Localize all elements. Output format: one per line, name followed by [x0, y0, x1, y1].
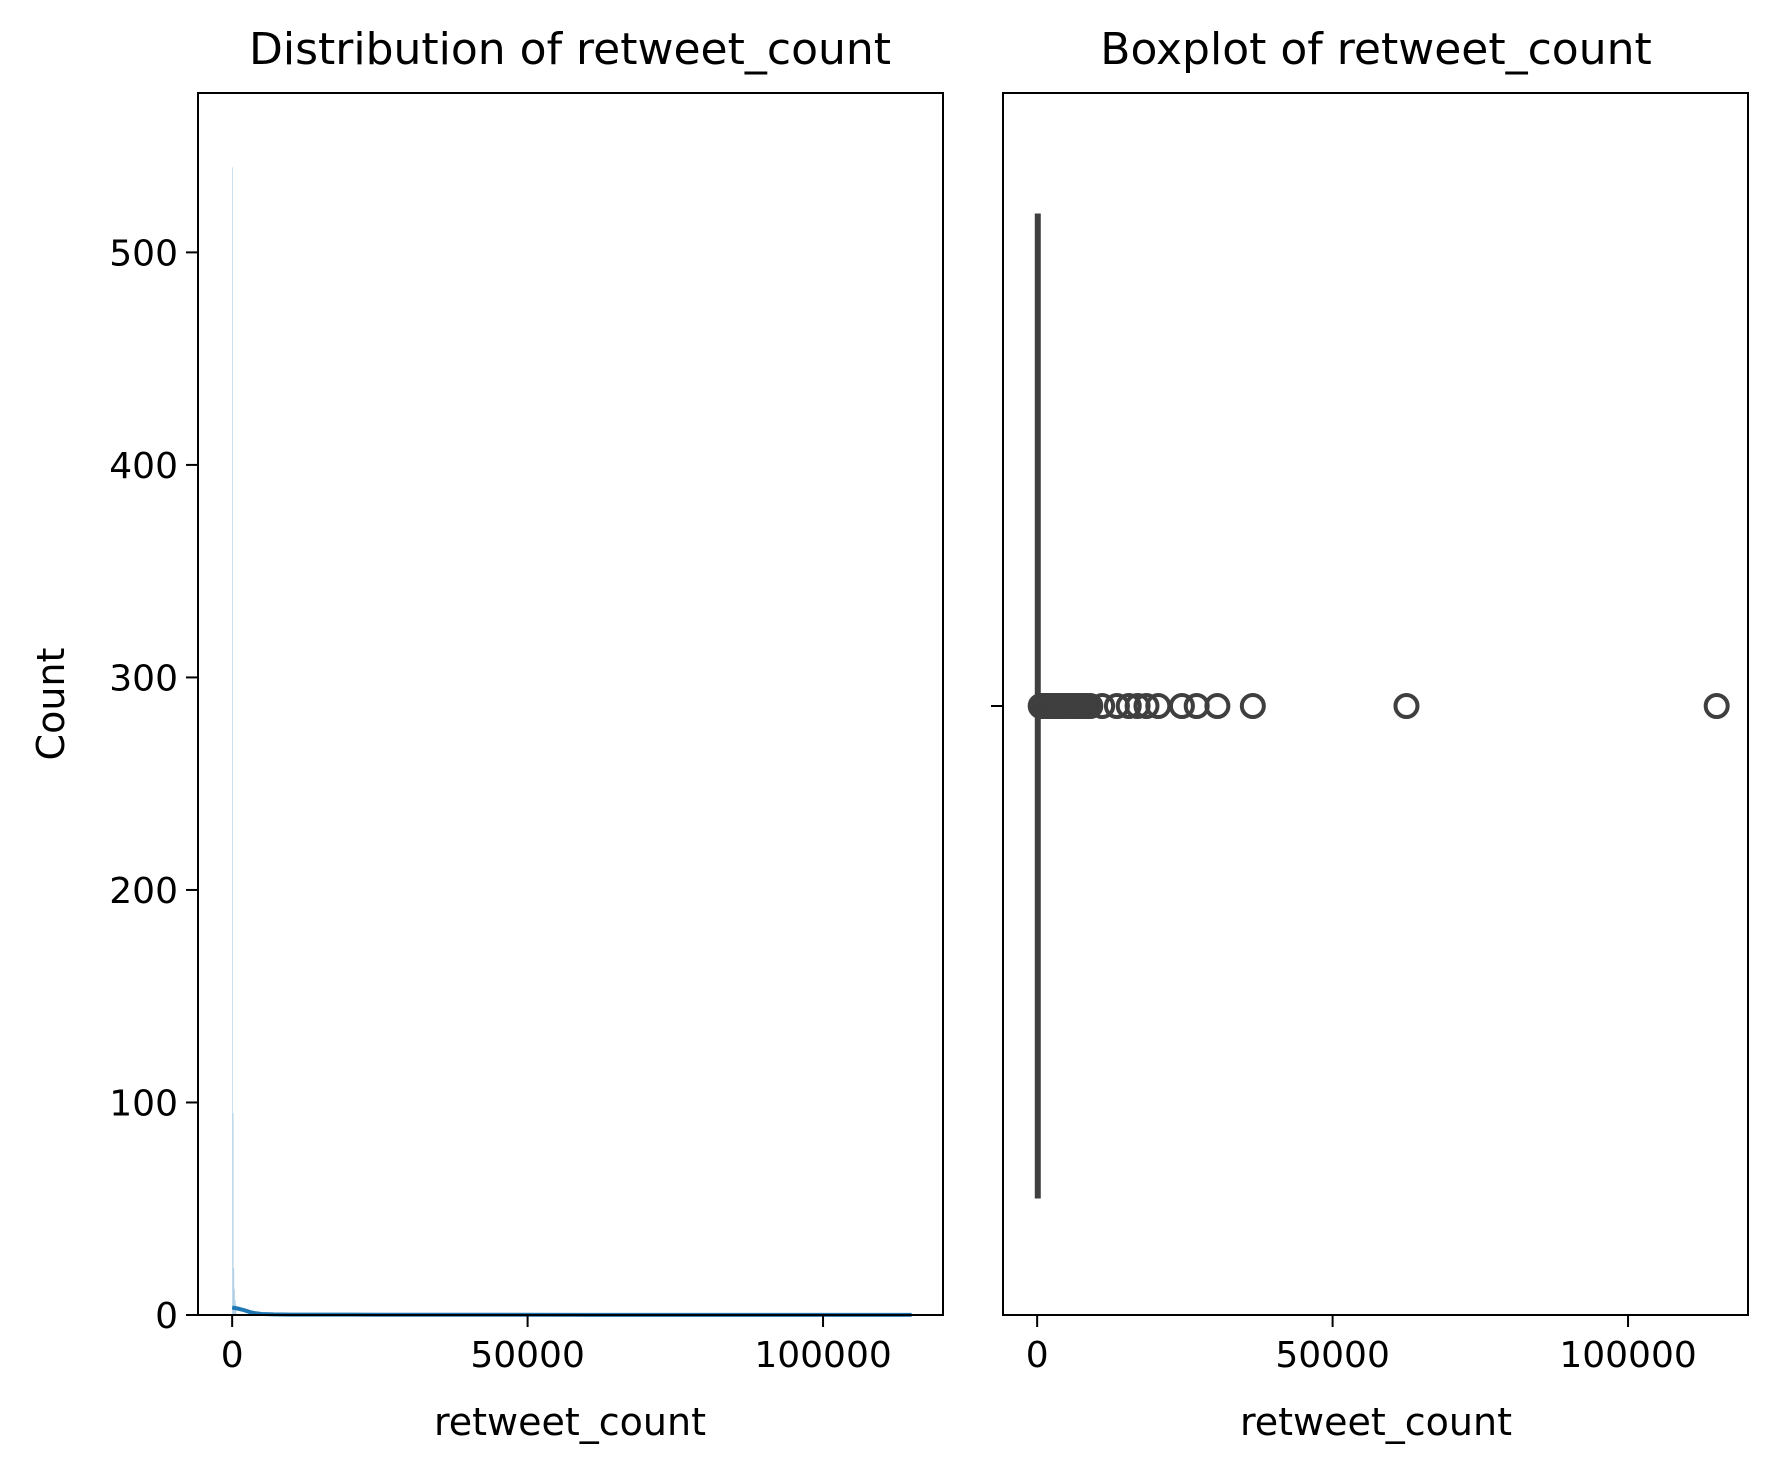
histogram-y-tick-label-4: 400: [109, 446, 178, 487]
boxplot-outlier-21: [1089, 693, 1116, 719]
boxplot-x-tick-label-1: 50000: [1275, 1335, 1390, 1376]
boxplot-x-axis-label: retweet_count: [1240, 1400, 1512, 1444]
boxplot-axes-frame: [1002, 92, 1749, 1316]
boxplot-outlier-27: [1168, 693, 1195, 719]
histogram-x-axis-label: retweet_count: [434, 1400, 706, 1444]
boxplot-outlier-31: [1393, 693, 1420, 719]
boxplot-x-tick-label-0: 0: [1026, 1335, 1049, 1376]
boxplot-x-ticks: 0 50000 100000: [1026, 1315, 1697, 1376]
boxplot-outliers: [1027, 693, 1730, 719]
histogram-y-tick-label-5: 500: [109, 233, 178, 274]
histogram-x-ticks: 0 50000 100000: [221, 1315, 892, 1376]
histogram-axes-frame: [197, 92, 944, 1316]
boxplot-outlier-32: [1703, 693, 1730, 719]
histogram-title: Distribution of retweet_count: [249, 24, 891, 75]
histogram-x-tick-label-2: 100000: [754, 1335, 891, 1376]
boxplot-outlier-23: [1115, 693, 1142, 719]
boxplot-title: Boxplot of retweet_count: [1100, 24, 1651, 75]
histogram-y-axis-label: Count: [29, 648, 73, 761]
boxplot-outlier-29: [1204, 693, 1231, 719]
histogram-y-tick-label-2: 200: [109, 871, 178, 912]
boxplot-x-tick-label-2: 100000: [1559, 1335, 1696, 1376]
histogram-y-ticks: 0 100 200 300 400 500: [109, 233, 198, 1337]
histogram-panel: Distribution of retweet_count 0 50000 1000…: [29, 24, 944, 1444]
histogram-bar-0: [232, 167, 233, 1316]
boxplot-panel: Boxplot of retweet_count 0 50000 100000 re…: [991, 24, 1749, 1444]
histogram-y-tick-label-0: 0: [155, 1296, 178, 1337]
histogram-x-tick-label-0: 0: [221, 1335, 244, 1376]
histogram-bar-3: [234, 1289, 235, 1315]
histogram-y-tick-label-1: 100: [109, 1083, 178, 1124]
boxplot-outlier-30: [1239, 693, 1266, 719]
boxplot-outlier-20: [1077, 693, 1104, 719]
histogram-x-tick-label-1: 50000: [470, 1335, 585, 1376]
histogram-y-tick-label-3: 300: [109, 658, 178, 699]
histogram-bar-2: [233, 1268, 235, 1315]
histogram-bar-1: [232, 1113, 234, 1315]
boxplot-outlier-25: [1133, 693, 1160, 719]
